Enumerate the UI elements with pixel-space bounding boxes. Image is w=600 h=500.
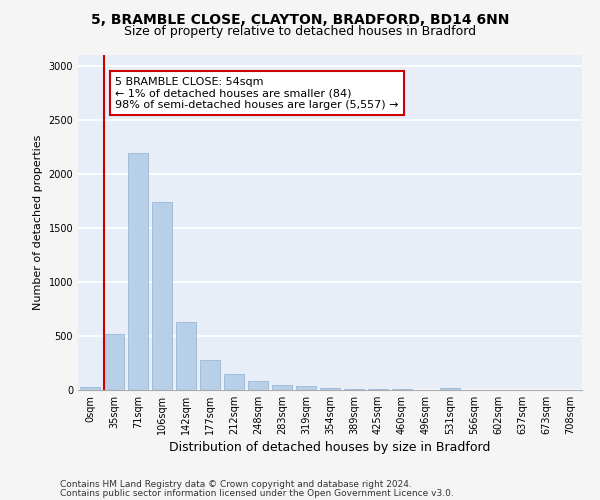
Bar (368, 389, 388, 390)
Bar (272, 384, 292, 390)
Text: Size of property relative to detached houses in Bradford: Size of property relative to detached ho… (124, 25, 476, 38)
Bar (200, 360, 220, 390)
Text: Contains HM Land Registry data © Crown copyright and database right 2024.: Contains HM Land Registry data © Crown c… (60, 480, 412, 489)
Bar (176, 322, 196, 390)
Y-axis label: Number of detached properties: Number of detached properties (33, 135, 43, 310)
Bar (104, 334, 124, 390)
Bar (128, 154, 148, 390)
Bar (224, 374, 244, 390)
Bar (320, 388, 340, 390)
Text: 5, BRAMBLE CLOSE, CLAYTON, BRADFORD, BD14 6NN: 5, BRAMBLE CLOSE, CLAYTON, BRADFORD, BD1… (91, 12, 509, 26)
X-axis label: Distribution of detached houses by size in Bradford: Distribution of detached houses by size … (169, 441, 491, 454)
Text: Contains public sector information licensed under the Open Government Licence v3: Contains public sector information licen… (60, 488, 454, 498)
Bar (248, 382, 268, 390)
Bar (344, 389, 364, 390)
Text: 5 BRAMBLE CLOSE: 54sqm
← 1% of detached houses are smaller (84)
98% of semi-deta: 5 BRAMBLE CLOSE: 54sqm ← 1% of detached … (115, 76, 398, 110)
Bar (80, 388, 100, 390)
Bar (152, 202, 172, 390)
Bar (440, 388, 460, 390)
Bar (296, 386, 316, 390)
